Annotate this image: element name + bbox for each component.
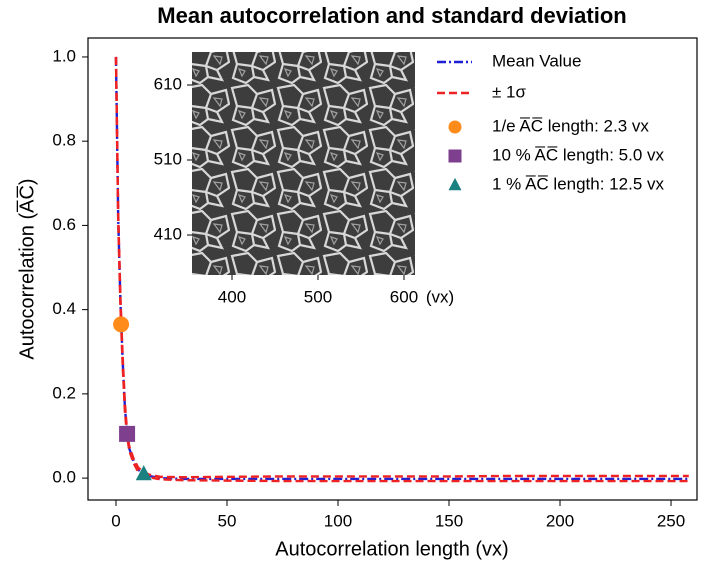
inset-y-tick-label: 610 <box>154 74 182 93</box>
y-tick-label: 0.8 <box>52 131 76 150</box>
legend-marker <box>449 178 462 190</box>
x-tick-label: 50 <box>218 511 237 530</box>
legend-label: ± 1σ <box>492 82 527 101</box>
inset-image <box>192 52 415 275</box>
legend-marker <box>449 150 462 163</box>
y-axis-label: Autocorrelation (A̅C̅) <box>15 178 38 359</box>
legend-label: Mean Value <box>492 51 581 70</box>
inset-x-tick-label: 600 <box>390 287 418 306</box>
inset-y-tick-label: 510 <box>154 149 182 168</box>
x-tick-label: 250 <box>657 511 685 530</box>
x-tick-label: 200 <box>546 511 574 530</box>
legend-label: 1/e A̅C̅ length: 2.3 vx <box>492 116 649 135</box>
legend-label: 10 % A̅C̅ length: 5.0 vx <box>492 145 664 164</box>
legend-label: 1 % A̅C̅ length: 12.5 vx <box>492 174 664 193</box>
inset-unit: (vx) <box>426 287 454 306</box>
y-tick-label: 0.4 <box>52 299 76 318</box>
x-tick-label: 150 <box>435 511 463 530</box>
inset-y-tick-label: 410 <box>154 225 182 244</box>
y-tick-label: 0.6 <box>52 215 76 234</box>
chart-title: Mean autocorrelation and standard deviat… <box>157 3 626 28</box>
inset-x-tick-label: 400 <box>218 287 246 306</box>
marker <box>113 316 129 332</box>
inset-x-tick-label: 500 <box>304 287 332 306</box>
x-axis-label: Autocorrelation length (vx) <box>275 538 508 560</box>
x-tick-label: 100 <box>324 511 352 530</box>
marker <box>119 426 135 442</box>
legend-marker <box>449 121 462 134</box>
y-tick-label: 0.2 <box>52 383 76 402</box>
y-tick-label: 0.0 <box>52 468 76 487</box>
x-tick-label: 0 <box>111 511 120 530</box>
chart: Mean autocorrelation and standard deviat… <box>0 0 710 568</box>
y-tick-label: 1.0 <box>52 46 76 65</box>
